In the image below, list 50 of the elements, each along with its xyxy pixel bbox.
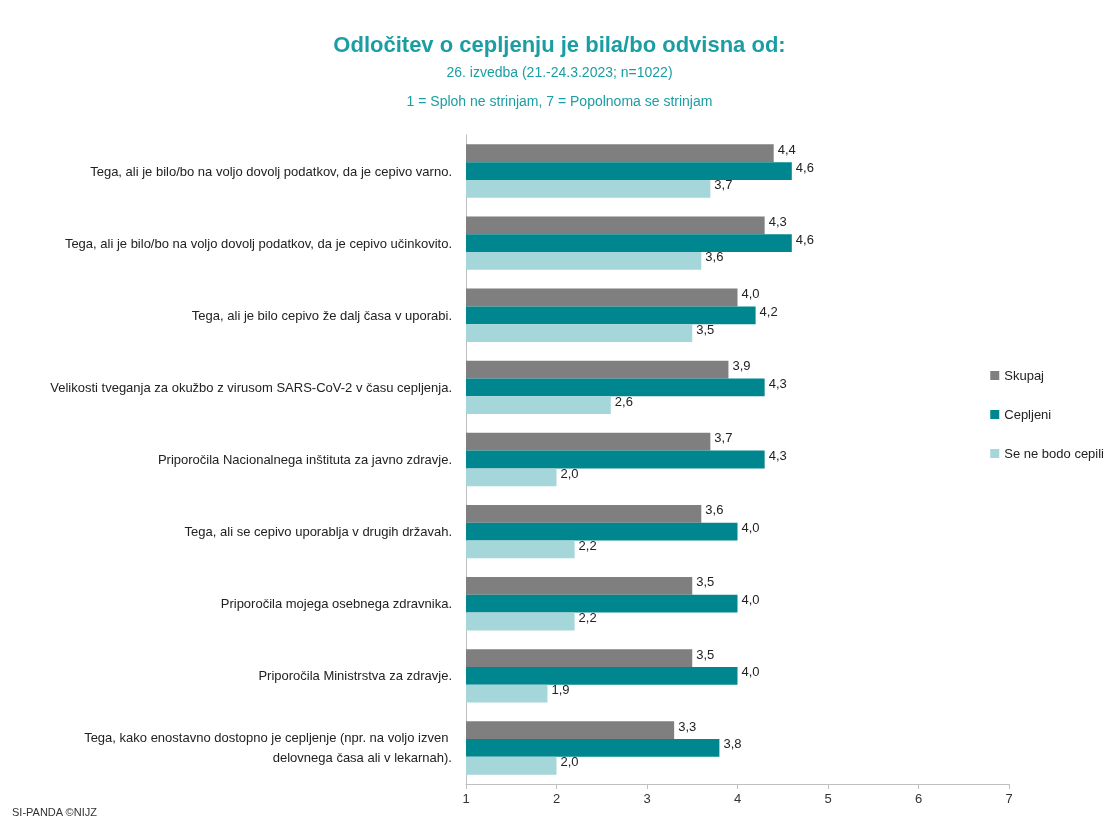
- data-label: 4,0: [741, 285, 760, 301]
- legend-label: Skupaj: [1004, 368, 1045, 383]
- legend-label: Cepljeni: [1004, 407, 1052, 422]
- data-label: 3,9: [732, 358, 751, 374]
- data-label: 4,6: [795, 231, 814, 247]
- text: 1 = Sploh ne strinjam, 7 = Popolnoma se strinjam: [406, 93, 713, 109]
- data-label: 4,0: [741, 592, 760, 608]
- data-label: 4,3: [768, 375, 787, 391]
- x-tick-label: 3: [643, 791, 651, 806]
- data-label: 3,6: [705, 249, 724, 265]
- data-label: 4,2: [759, 303, 778, 319]
- data-label: 3,5: [696, 321, 715, 337]
- x-tick-label: 2: [552, 791, 561, 806]
- x-tick-label: 7: [1005, 791, 1013, 806]
- data-label: 4,6: [795, 159, 814, 175]
- data-label: 2,0: [560, 465, 579, 481]
- y-tick-label: Velikosti tveganja za okužbo z virusom SARS-CoV-2 v času cepljenja.: [50, 379, 452, 395]
- chart-subtitle: 26. izvedba (21.-24.3.2023; n=1022): [446, 64, 673, 80]
- y-tick-label: Priporočila mojega osebnega zdravnika.: [220, 596, 452, 612]
- data-label: 3,3: [678, 718, 697, 734]
- data-label: 3,5: [696, 646, 715, 662]
- y-tick-label: Priporočila Ministrstva za zdravje.: [258, 668, 452, 684]
- data-label: 4,0: [741, 520, 760, 536]
- x-tick-label: 1: [462, 791, 470, 806]
- y-tick-label: Tega, kako enostavno dostopno je cepljenje (npr. na voljo izven delovnega časa ali v lekarnah).: [84, 730, 452, 766]
- y-tick-label: Priporočila Nacionalnega inštituta za javno zdravje.: [157, 452, 452, 467]
- data-label: 2,2: [578, 610, 597, 626]
- data-label: 2,0: [560, 754, 579, 770]
- legend-label: Se ne bodo cepili: [1004, 446, 1105, 461]
- data-label: 2,2: [578, 537, 597, 553]
- data-label: 4,0: [741, 664, 760, 680]
- y-tick-label: Tega, ali je bilo cepivo že dalj časa v uporabi.: [191, 307, 452, 323]
- data-label: 3,7: [714, 177, 733, 193]
- data-label: 3,5: [696, 574, 715, 590]
- data-label: 3,8: [723, 736, 742, 752]
- data-label: 4,4: [777, 141, 796, 157]
- data-label: 1,9: [551, 682, 570, 698]
- y-tick-label: Tega, ali je bilo/bo na voljo dovolj podatkov, da je cepivo varno.: [90, 163, 452, 179]
- data-label: 3,6: [705, 502, 724, 518]
- x-tick-label: 6: [914, 791, 923, 806]
- data-label: 3,7: [714, 430, 733, 446]
- chart-title: Odločitev o cepljenju je bila/bo odvisna od:: [333, 31, 786, 57]
- data-label: 2,6: [614, 393, 633, 409]
- x-tick-label: 5: [824, 791, 832, 806]
- y-tick-label: Tega, ali se cepivo uporablja v drugih državah.: [184, 524, 452, 540]
- text: SI-PANDA ©NIJZ: [12, 805, 98, 818]
- data-label: 4,3: [768, 448, 787, 463]
- data-label: 4,3: [768, 213, 787, 229]
- x-tick-label: 4: [733, 791, 742, 806]
- y-tick-label: Tega, ali je bilo/bo na voljo dovolj podatkov, da je cepivo učinkovito.: [64, 235, 452, 251]
